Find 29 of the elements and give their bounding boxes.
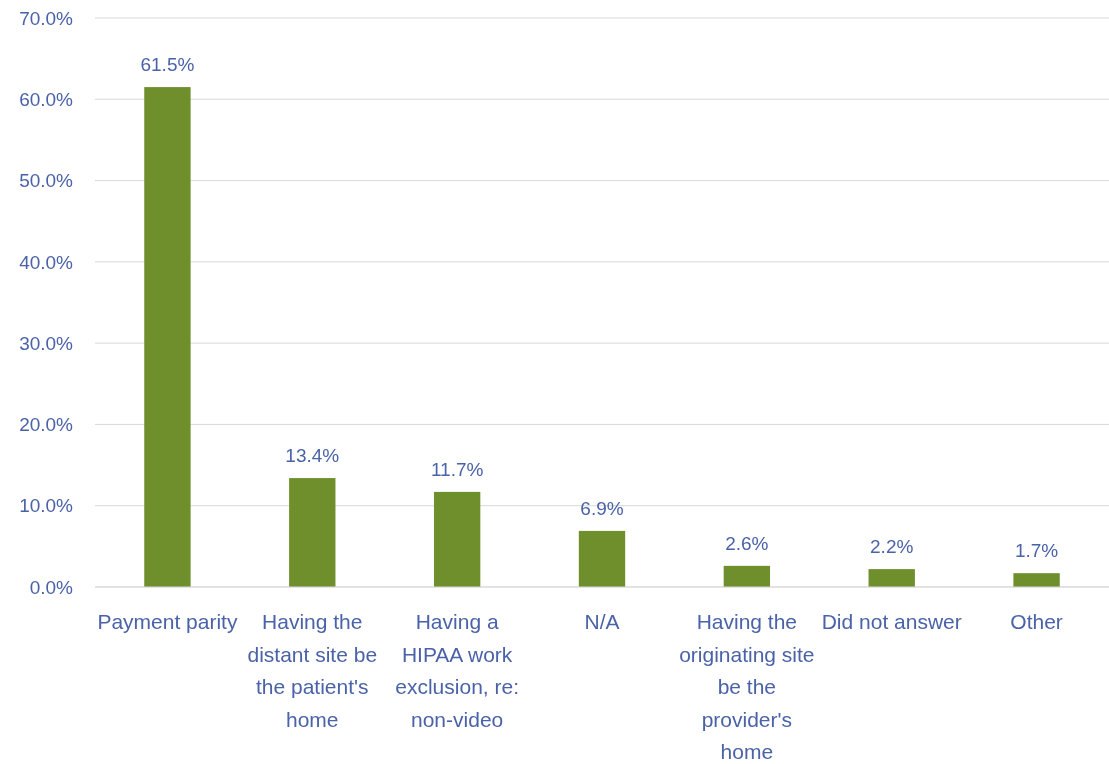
x-tick-label: Other (1010, 610, 1063, 633)
data-label: 2.2% (870, 536, 914, 558)
x-tick-label: Having a HIPAA work exclusion, re: non-video (395, 610, 520, 731)
y-tick-label: 60.0% (19, 88, 74, 110)
x-tick-label: Having the originating site be the provider's home (679, 610, 815, 763)
y-tick-label: 50.0% (19, 170, 74, 192)
bar (433, 491, 481, 587)
y-tick-label: 40.0% (19, 251, 74, 273)
x-tick-label: N/A (584, 610, 620, 633)
data-label: 13.4% (285, 445, 340, 467)
y-tick-label: 20.0% (19, 414, 74, 436)
y-tick-label: 10.0% (19, 495, 74, 517)
bar (578, 530, 626, 587)
data-label: 2.6% (725, 532, 769, 554)
x-tick-label: Did not answer (821, 610, 962, 633)
data-label: 6.9% (580, 497, 624, 519)
bar (868, 569, 915, 587)
y-tick-label: 70.0% (19, 7, 74, 29)
y-tick-label: 0.0% (29, 576, 74, 598)
bar (1013, 573, 1060, 587)
data-label: 61.5% (140, 54, 195, 76)
x-tick-label: Having the distant site be the patient's home (247, 610, 378, 731)
bar (723, 565, 771, 587)
data-label: 1.7% (1014, 540, 1059, 562)
data-label: 11.7% (430, 458, 484, 480)
bar (289, 478, 336, 587)
y-tick-label: 30.0% (19, 332, 74, 354)
x-tick-label: Payment parity (97, 610, 238, 633)
bar (144, 87, 191, 587)
